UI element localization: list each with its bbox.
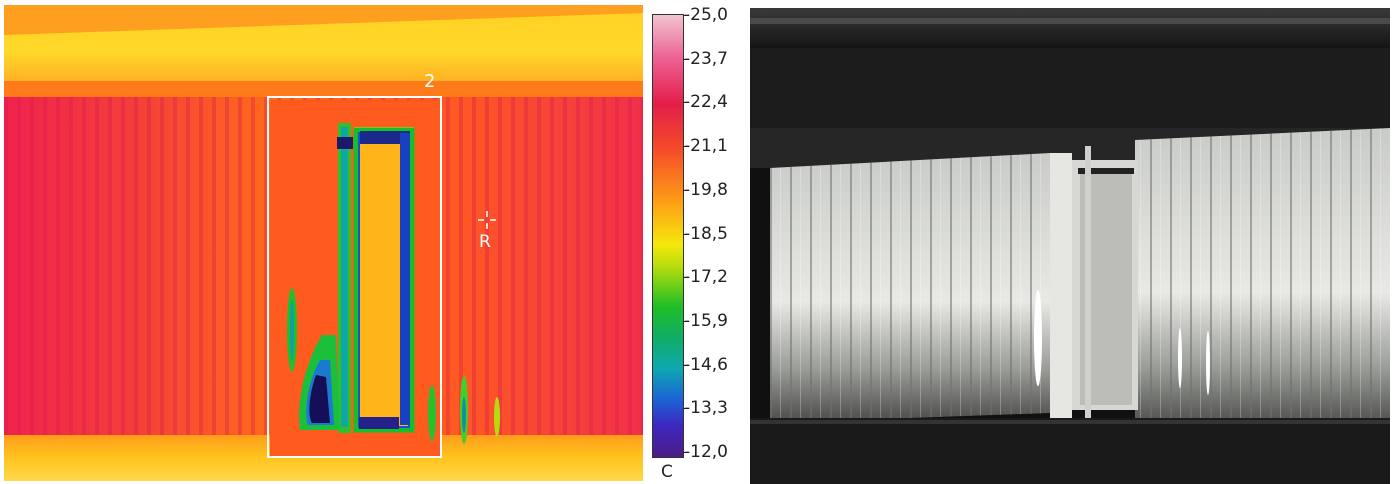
scale-tick-label: -18,5 bbox=[684, 223, 728, 244]
scale-tick-label: -23,7 bbox=[684, 48, 728, 69]
scale-tick-mark bbox=[683, 277, 689, 279]
visible-photo bbox=[750, 8, 1390, 484]
temperature-scale: -25,0 -23,7 -22,4 -21,1 -19,8 -18,5 -17,2 -15,9… bbox=[648, 5, 748, 484]
scale-tick-label: -15,9 bbox=[684, 310, 728, 331]
measurement-area-box bbox=[267, 96, 442, 458]
scale-tick-mark bbox=[683, 102, 689, 104]
scale-tick-label: -22,4 bbox=[684, 92, 728, 113]
scale-tick-mark bbox=[683, 452, 689, 453]
temperature-unit: C bbox=[661, 462, 673, 482]
temperature-color-bar bbox=[652, 14, 684, 458]
visible-photo-graphic bbox=[750, 8, 1390, 484]
scale-tick-label: -17,2 bbox=[684, 267, 728, 288]
scale-tick-label: -14,6 bbox=[684, 354, 728, 375]
thermal-image-graphic bbox=[4, 5, 643, 481]
thermal-image: 2 R bbox=[4, 5, 643, 481]
scale-tick-label: -19,8 bbox=[684, 179, 728, 200]
scale-tick-label: -12,0 bbox=[684, 442, 728, 462]
scale-tick-label: -25,0 bbox=[684, 5, 728, 25]
crosshair-icon bbox=[478, 211, 496, 229]
scale-tick-mark bbox=[683, 15, 689, 16]
scale-tick-label: -13,3 bbox=[684, 398, 728, 419]
scale-tick-mark bbox=[683, 364, 689, 366]
scale-tick-mark bbox=[683, 58, 689, 60]
scale-tick-mark bbox=[683, 189, 689, 191]
reference-point-label: R bbox=[479, 232, 491, 252]
scale-tick-mark bbox=[683, 146, 689, 148]
scale-tick-label: -21,1 bbox=[684, 136, 728, 157]
measurement-area-label: 2 bbox=[424, 71, 436, 92]
scale-tick-mark bbox=[683, 408, 689, 410]
scale-tick-mark bbox=[683, 233, 689, 235]
scale-tick-mark bbox=[683, 320, 689, 322]
